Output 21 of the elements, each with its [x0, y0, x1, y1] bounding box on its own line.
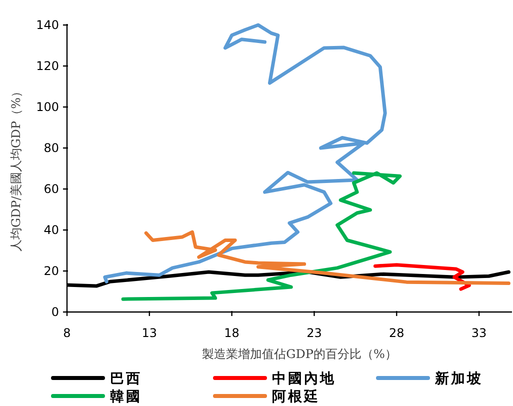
legend-label: 韓國 — [110, 389, 142, 405]
x-tick-label: 23 — [306, 326, 322, 340]
x-tick-label: 33 — [471, 326, 487, 340]
y-tick-label: 40 — [44, 223, 59, 237]
x-tick-label: 28 — [388, 326, 404, 340]
y-axis-title: 人均GDP/美國人均GDP（%） — [9, 85, 23, 252]
x-tick-label: 18 — [224, 326, 240, 340]
y-tick-label: 80 — [44, 141, 59, 155]
x-axis-title: 製造業增加值佔GDP的百分比（%） — [202, 347, 397, 361]
y-tick-label: 20 — [44, 264, 59, 278]
y-tick-label: 0 — [51, 305, 59, 319]
legend-label: 中國內地 — [272, 371, 336, 387]
y-tick-label: 100 — [36, 100, 59, 114]
x-tick-label: 8 — [63, 326, 71, 340]
legend-label: 阿根廷 — [272, 389, 320, 405]
legend-label: 巴西 — [110, 371, 142, 387]
y-tick-label: 60 — [44, 182, 59, 196]
y-tick-label: 140 — [36, 18, 59, 32]
legend-label: 新加坡 — [434, 370, 483, 387]
y-tick-label: 120 — [36, 59, 59, 73]
x-tick-label: 13 — [142, 326, 158, 340]
